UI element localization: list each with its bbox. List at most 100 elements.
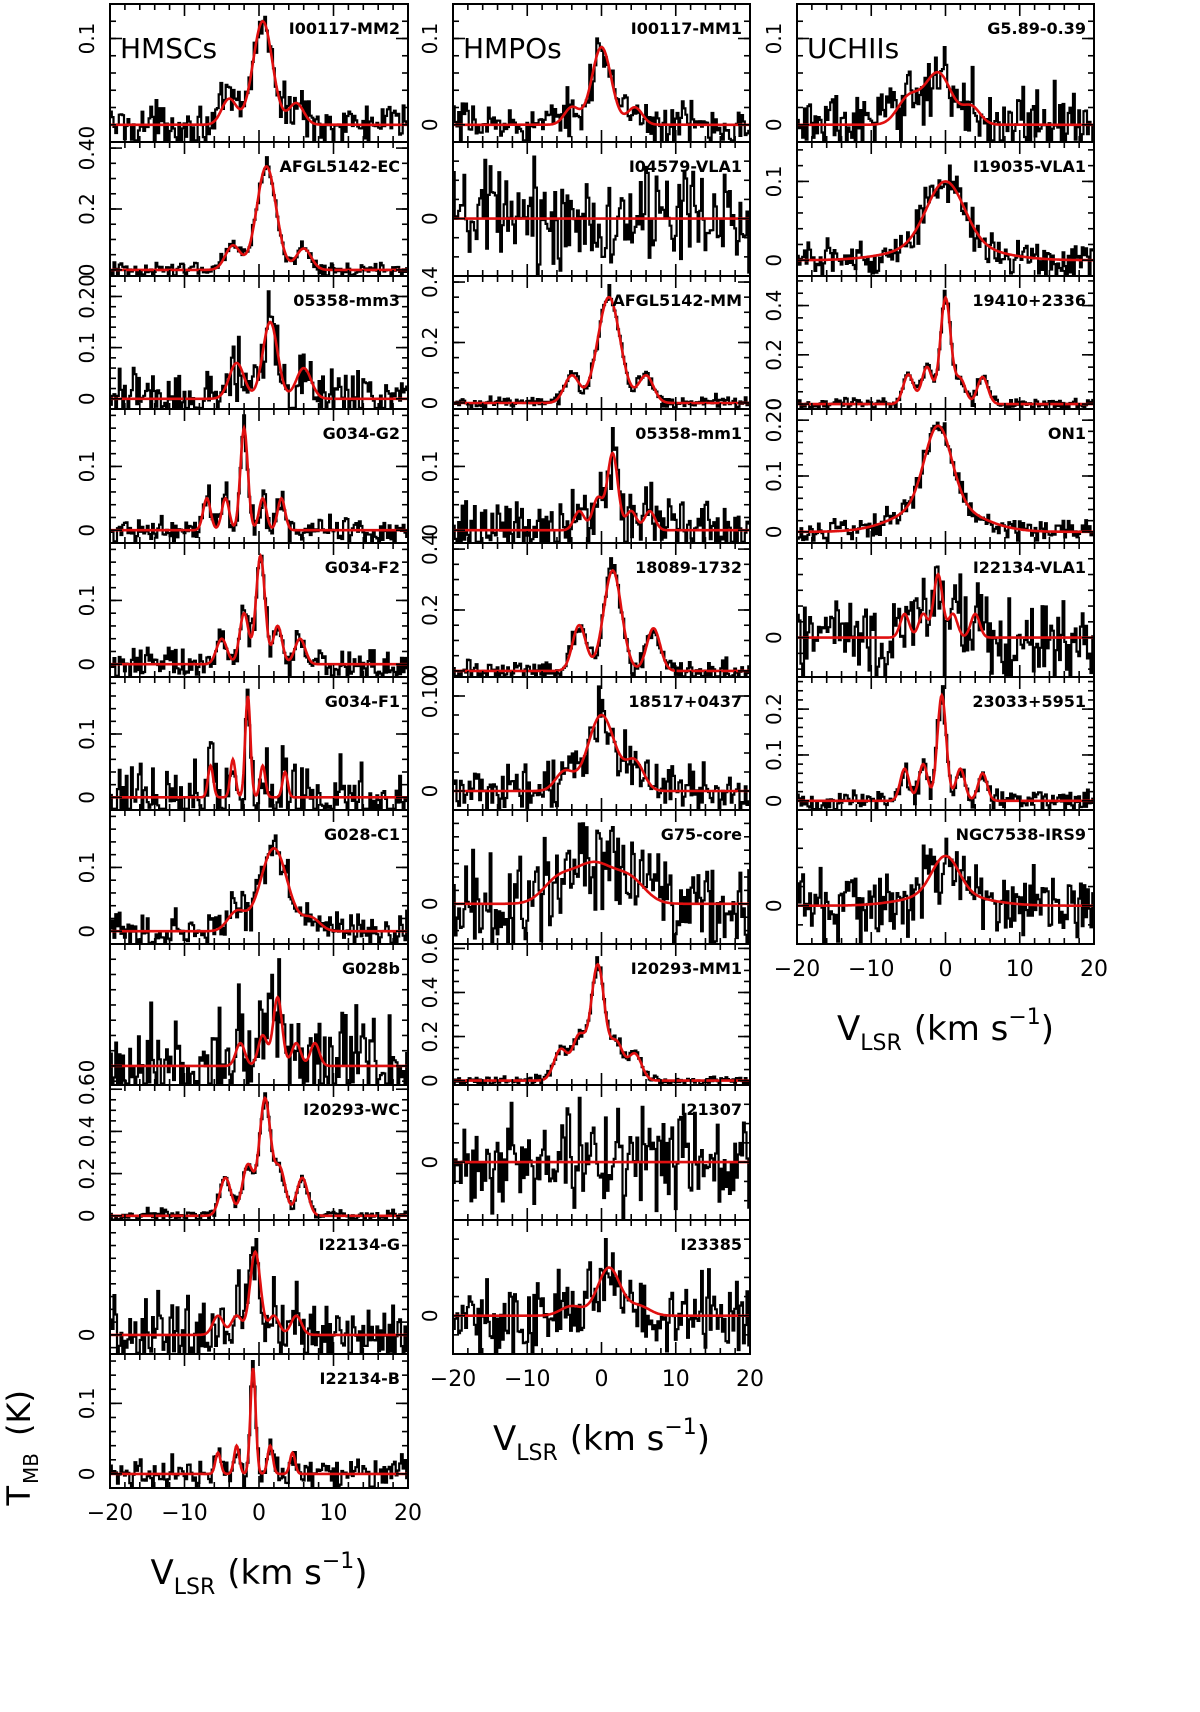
spectrum-panel: 0 I22134-VLA1 [762,542,1095,678]
x-axis-label-part: (km s [570,1419,665,1459]
y-tick-label: 0 [418,785,442,798]
x-axis-label-part: −1 [322,1549,354,1574]
spectrum-panel: 0.1 0 I00117-MM1 HMPOs [418,3,751,143]
source-label: 05358-mm1 [635,424,742,443]
fitted-spectrum [110,1367,408,1476]
y-tick-label: 0 [75,1328,99,1341]
y-tick-label: 0.10 [418,674,442,719]
x-axis-label: VLSR (km s−1) [493,1415,710,1466]
spectrum-panel: 0.1 0 G034-F1 [75,676,409,811]
source-label: I20293-WC [303,1100,400,1119]
x-axis-label-part: −1 [664,1415,696,1440]
source-label: G034-F2 [325,558,400,577]
observed-spectrum [797,289,1094,409]
x-axis-label-part: (km s [914,1009,1009,1049]
y-tick-label: 0 [418,1309,442,1322]
y-tick-label: 0.20 [75,274,99,319]
observed-spectrum [110,15,408,142]
group-label: HMSCs [120,32,217,65]
y-tick-label: 0.2 [75,193,99,225]
y-tick-label: 0.1 [75,332,99,364]
fitted-spectrum [453,45,750,127]
y-tick-label: 0 [75,791,99,804]
x-axis-label-part: ) [697,1419,710,1459]
y-tick-label: 0.20 [762,398,786,443]
fitted-spectrum [453,451,750,532]
observed-spectrum [797,565,1094,677]
y-axis-label-unit: (K) [0,1390,38,1436]
x-tick-label: 20 [736,1367,764,1392]
spectrum-panel: 0.20 0.1 0 05358-mm3 [75,274,409,410]
y-tick-label: 0.2 [418,594,442,626]
x-tick-label: 0 [252,1501,266,1526]
y-tick-label: 0 [762,118,786,131]
spectrum-panel: 0 I21307 [418,1084,751,1221]
fitted-spectrum [110,1096,408,1218]
y-tick-label: 0 [75,392,99,405]
y-tick-label: 0.4 [418,266,442,298]
x-tick-label: 20 [1080,957,1108,982]
spectrum-panel: 0 NGC7538-IRS9 [762,809,1095,945]
source-label: G5.89-0.39 [987,19,1086,38]
x-tick-label: −10 [161,1501,207,1526]
y-tick-label: 0.2 [762,339,786,371]
y-tick-label: 0.1 [418,451,442,483]
x-axis-label-part: V [493,1419,516,1459]
x-axis-label-part: LSR [860,1031,902,1056]
y-tick-label: 0 [762,794,786,807]
observed-spectrum [453,427,750,543]
y-tick-label: 0.4 [418,533,442,565]
spectrum-panel: 0 G028b [75,943,409,1086]
y-tick-label: 0.4 [762,290,786,322]
y-tick-label: 0.1 [75,852,99,884]
y-tick-label: 0.1 [762,739,786,771]
x-tick-label: 10 [1006,957,1034,982]
observed-spectrum [453,1096,750,1220]
source-label: I00117-MM1 [631,19,742,38]
fitted-spectrum [110,423,408,532]
observed-spectrum [453,557,750,677]
y-tick-label: 0.4 [418,977,442,1009]
spectrum-panel: 0.1 0 G5.89-0.39 UCHIIs [762,3,1095,143]
spectrum-panel: 0 I04579-VLA1 [418,141,751,277]
source-label: I04579-VLA1 [629,157,742,176]
fitted-spectrum [110,695,408,799]
observed-spectrum [453,1238,750,1354]
y-tick-label: 0 [418,1074,442,1087]
x-axis-label-part: ) [354,1553,367,1593]
y-tick-label: 0 [762,525,786,538]
x-axis-label-part: V [837,1009,860,1049]
x-tick-label: 10 [320,1501,348,1526]
observed-spectrum [453,37,750,142]
fitted-spectrum [797,854,1094,907]
y-tick-label: 0 [418,397,442,410]
y-tick-label: 0 [75,1060,99,1073]
source-label: 05358-mm3 [293,291,400,310]
source-label: I21307 [680,1100,742,1119]
y-tick-label: 0 [418,897,442,910]
fitted-spectrum [110,1249,408,1337]
y-tick-label: 0.1 [762,23,786,55]
spectrum-panel: 0.6 0.4 0.2 0 I20293-WC [75,1073,409,1222]
fitted-spectrum [110,164,408,272]
source-label: I22134-B [320,1369,400,1388]
x-tick-label: −20 [430,1367,476,1392]
source-label: I22134-G [319,1235,400,1254]
x-axis-label-part: V [150,1553,173,1593]
fitted-spectrum [110,320,408,401]
spectrum-panel: 0.4 0.2 0 19410+2336 [762,275,1095,410]
source-label: I23385 [680,1235,742,1254]
source-label: 23033+5951 [972,692,1086,711]
y-tick-label: 0 [762,631,786,644]
source-label: I20293-MM1 [631,959,742,978]
y-tick-label: 0 [762,899,786,912]
source-label: G028b [342,959,400,978]
source-label: I00117-MM2 [289,19,400,38]
observed-spectrum [797,46,1094,142]
y-tick-label: 0.1 [75,718,99,750]
fitted-spectrum [453,568,750,673]
source-label: G034-G2 [323,424,400,443]
x-axis-label: VLSR (km s−1) [837,1005,1054,1056]
y-tick-label: 0.1 [418,23,442,55]
